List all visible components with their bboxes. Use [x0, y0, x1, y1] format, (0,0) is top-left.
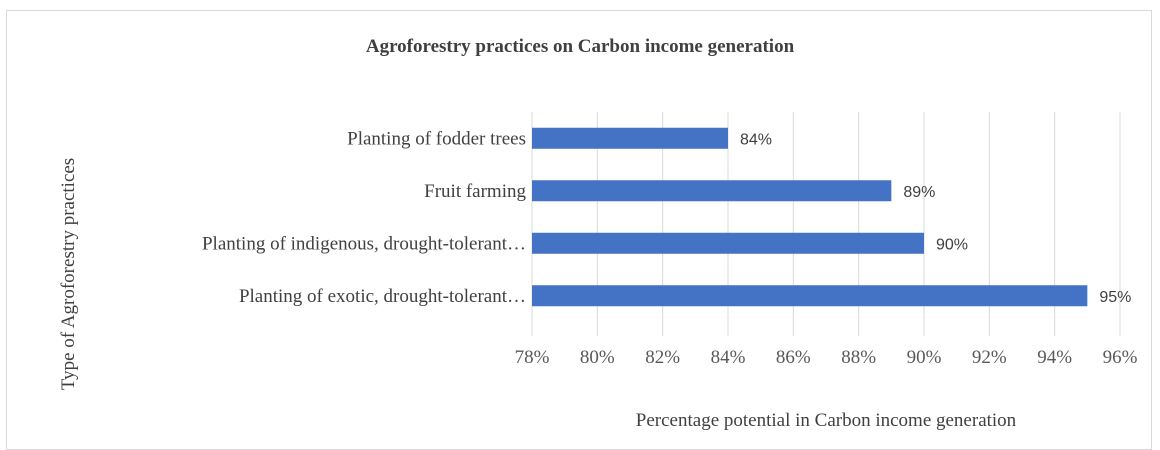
x-tick-label: 82%: [645, 347, 680, 368]
x-tick-label: 78%: [515, 347, 550, 368]
data-labels: 84% 89% 90% 95%: [740, 131, 1131, 306]
x-tick-label: 86%: [776, 347, 811, 368]
data-label: 90%: [936, 236, 968, 253]
x-tick-label: 88%: [841, 347, 876, 368]
bar: [532, 127, 728, 149]
data-label: 95%: [1099, 289, 1131, 306]
x-tick-label: 84%: [711, 347, 746, 368]
category-label: Planting of exotic, drought-tolerant…: [239, 286, 526, 307]
x-axis-label: Percentage potential in Carbon income ge…: [636, 410, 1017, 431]
category-label: Planting of indigenous, drought-tolerant…: [202, 233, 526, 254]
data-label: 84%: [740, 131, 772, 148]
category-label: Planting of fodder trees: [347, 128, 526, 149]
bar-chart: Agroforestry practices on Carbon income …: [58, 36, 1138, 431]
x-tick-label: 92%: [972, 347, 1007, 368]
bar: [532, 285, 1088, 307]
bar: [532, 180, 892, 202]
x-tick-label: 80%: [580, 347, 615, 368]
x-tick-label: 94%: [1037, 347, 1072, 368]
x-tick-label: 96%: [1103, 347, 1138, 368]
category-label: Fruit farming: [424, 181, 526, 202]
x-tick-label: 90%: [907, 347, 942, 368]
bar: [532, 232, 924, 254]
x-tick-labels: 78% 80% 82% 84% 86% 88% 90% 92% 94% 96%: [515, 347, 1138, 368]
chart-frame: [6, 10, 1152, 450]
y-axis-label: Type of Agroforestry practices: [58, 158, 79, 390]
chart-title: Agroforestry practices on Carbon income …: [366, 36, 795, 57]
category-labels: Planting of fodder trees Fruit farming Pla…: [202, 128, 527, 307]
bars: [532, 127, 1088, 307]
data-label: 89%: [903, 184, 935, 201]
